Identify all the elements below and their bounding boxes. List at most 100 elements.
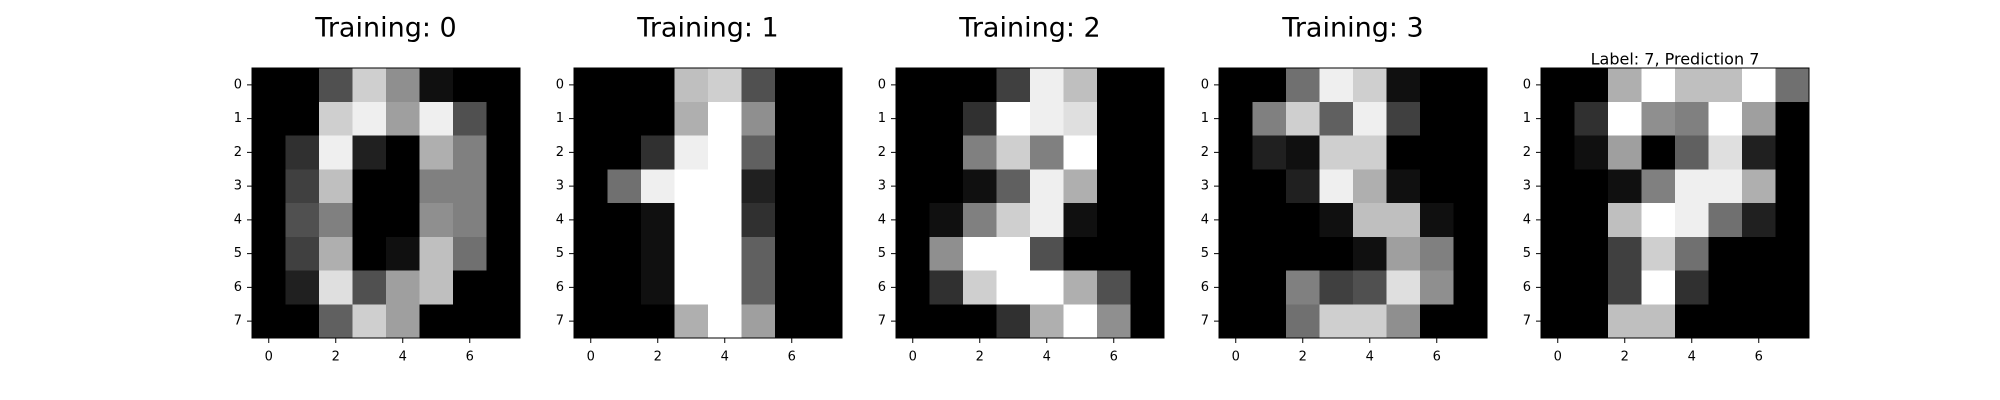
x-tick-label: 4 [399, 350, 407, 365]
pixel-cell [1453, 169, 1488, 204]
pixel-cell [641, 304, 676, 339]
pixel-cell [486, 304, 521, 339]
pixel-cell [285, 135, 320, 170]
pixel-cell [1063, 68, 1098, 103]
y-tick-label: 3 [878, 179, 886, 194]
pixel-cell [808, 236, 843, 272]
pixel-cell [641, 68, 676, 103]
pixel-cell [1097, 169, 1132, 204]
pixel-cell [352, 169, 387, 204]
pixel-cell [708, 203, 743, 238]
pixel-cell [996, 236, 1031, 272]
pixel-cell [1675, 135, 1710, 170]
pixel-cell [352, 68, 387, 103]
pixel-cell [319, 135, 354, 170]
y-tick-label: 7 [1523, 314, 1531, 329]
pixel-cell [607, 68, 642, 103]
pixel-cell [574, 304, 609, 339]
pixel-cell [1708, 236, 1743, 272]
pixel-cell [929, 304, 964, 339]
x-tick-label: 2 [976, 350, 984, 365]
pixel-cell [486, 135, 521, 170]
pixel-cell [252, 135, 287, 170]
y-tick-label: 0 [1523, 77, 1531, 92]
pixel-cell [352, 270, 387, 305]
x-tick-label: 6 [466, 350, 474, 365]
pixel-cell [419, 135, 454, 170]
pixel-cell [1219, 101, 1254, 137]
pixel-cell [1574, 101, 1609, 137]
y-tick-label: 3 [556, 179, 564, 194]
pixel-cell [1130, 203, 1165, 238]
pixel-cell [1353, 101, 1388, 137]
x-tick-label: 4 [721, 350, 729, 365]
pixel-cell [607, 304, 642, 339]
pixel-cell [1097, 135, 1132, 170]
pixel-cell [963, 68, 998, 103]
pixel-cell [285, 68, 320, 103]
x-tick-label: 2 [1621, 350, 1629, 365]
pixel-cell [1742, 135, 1777, 170]
pixel-cell [1130, 270, 1165, 305]
pixel-cell [453, 203, 488, 238]
y-tick-label: 7 [234, 314, 242, 329]
pixel-cell [1608, 169, 1643, 204]
panel-title: Training: 0 [314, 13, 456, 44]
pixel-cell [252, 270, 287, 305]
pixel-cell [352, 101, 387, 137]
pixel-cell [775, 135, 810, 170]
pixel-cell [1574, 270, 1609, 305]
pixel-cell [1130, 304, 1165, 339]
pixel-cell [319, 101, 354, 137]
pixel-cell [1130, 135, 1165, 170]
pixel-cell [1574, 304, 1609, 339]
pixel-cell [1742, 236, 1777, 272]
pixel-cell [1252, 169, 1287, 204]
pixel-cell [708, 304, 743, 339]
pixel-cell [1675, 236, 1710, 272]
pixel-cell [1030, 135, 1065, 170]
pixel-cell [486, 169, 521, 204]
pixel-cell [607, 203, 642, 238]
y-tick-label: 2 [878, 145, 886, 160]
pixel-cell [1219, 270, 1254, 305]
pixel-cell [896, 135, 931, 170]
pixel-cell [285, 236, 320, 272]
pixel-cell [896, 203, 931, 238]
pixel-cell [1541, 304, 1576, 339]
y-tick-label: 7 [1201, 314, 1209, 329]
y-tick-label: 6 [1523, 280, 1531, 295]
pixel-cell [1574, 68, 1609, 103]
pixel-cell [1386, 101, 1421, 137]
pixel-cell [1541, 236, 1576, 272]
axes-frame [1218, 67, 1488, 339]
pixel-cell [1030, 101, 1065, 137]
axes-frame [895, 67, 1165, 339]
y-tick-label: 4 [878, 212, 886, 227]
pixel-cell [1708, 68, 1743, 103]
x-tick-label: 6 [1433, 350, 1441, 365]
pixel-cell [775, 68, 810, 103]
pixel-cell [285, 304, 320, 339]
pixel-cell [486, 68, 521, 103]
pixel-cell [929, 236, 964, 272]
x-tick-label: 0 [265, 350, 273, 365]
y-tick-label: 3 [1201, 179, 1209, 194]
pixel-cell [1420, 203, 1455, 238]
y-tick-label: 0 [1201, 77, 1209, 92]
pixel-cell [641, 236, 676, 272]
pixel-cell [419, 304, 454, 339]
pixel-cell [963, 203, 998, 238]
pixel-cell [453, 101, 488, 137]
x-tick-label: 2 [654, 350, 662, 365]
pixel-cell [453, 135, 488, 170]
pixel-cell [708, 68, 743, 103]
pixel-cell [1574, 203, 1609, 238]
pixel-cell [1608, 304, 1643, 339]
pixel-cell [1286, 304, 1321, 339]
pixel-cell [1063, 135, 1098, 170]
pixel-cell [929, 68, 964, 103]
pixel-cell [1453, 304, 1488, 339]
